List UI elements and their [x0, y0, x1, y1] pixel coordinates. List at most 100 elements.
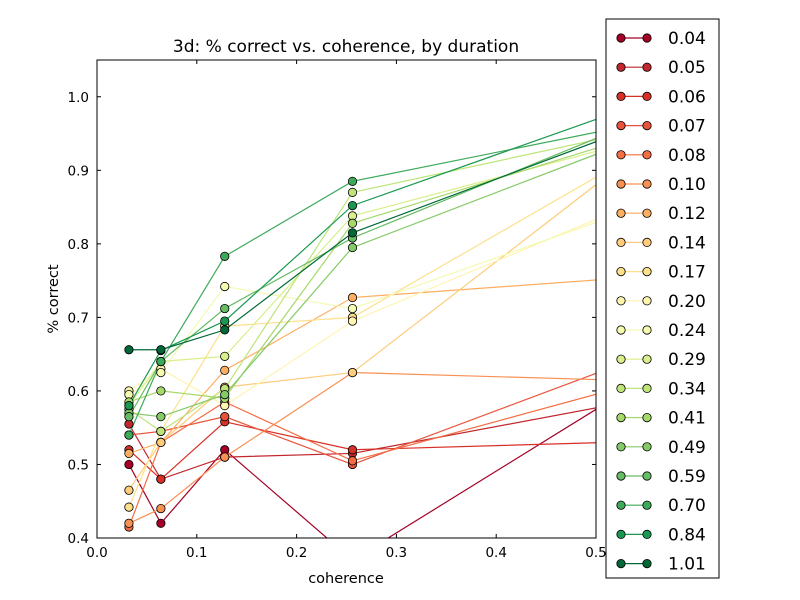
legend-label: 0.06 [668, 87, 706, 107]
y-tick-label: 1.0 [68, 90, 89, 106]
data-point [156, 367, 166, 378]
data-point [156, 426, 166, 436]
data-point [347, 218, 358, 228]
plot-frame [96, 59, 597, 539]
x-tick-label: 0.3 [386, 545, 407, 561]
legend-marker [616, 266, 626, 277]
series-line-0.49 [128, 153, 596, 418]
data-point [220, 365, 230, 375]
legend-label: 0.70 [668, 496, 706, 516]
y-tick-label: 0.8 [68, 237, 89, 253]
data-point [347, 201, 358, 211]
y-axis: 0.4 0.5 0.6 0.7 0.8 0.9 1.0 [68, 90, 596, 547]
legend-marker [642, 442, 652, 452]
series-line-0.70 [128, 131, 596, 436]
legend-label: 1.01 [668, 555, 706, 575]
data-point [124, 401, 134, 411]
legend-label: 0.84 [668, 525, 706, 545]
legend-marker [616, 412, 626, 423]
legend-label: 0.07 [668, 117, 706, 137]
data-point [124, 502, 134, 512]
legend-marker [642, 354, 652, 364]
legend-marker [642, 62, 652, 72]
data-point [124, 485, 134, 495]
legend-marker [642, 296, 652, 306]
y-axis-label: % correct [46, 264, 62, 333]
legend-marker [616, 91, 626, 102]
legend-label: 0.41 [668, 409, 706, 429]
legend-marker [642, 529, 652, 540]
legend-marker [642, 179, 652, 189]
data-point [220, 389, 230, 400]
data-point [347, 456, 358, 466]
data-point [156, 518, 166, 528]
legend-marker [642, 325, 652, 335]
x-tick-label: 0.1 [186, 545, 207, 561]
legend-marker [616, 208, 626, 218]
legend-label: 0.05 [668, 58, 706, 78]
data-point [156, 356, 166, 367]
y-tick-label: 0.6 [68, 384, 89, 400]
legend-marker [642, 237, 652, 247]
legend-label: 0.04 [668, 29, 706, 49]
x-tick-label: 0.4 [485, 545, 506, 561]
legend-label: 0.29 [668, 350, 706, 370]
data-point [124, 412, 134, 422]
legend-marker [642, 33, 652, 43]
legend-marker [616, 383, 626, 393]
legend-marker [616, 179, 626, 189]
legend-marker [616, 33, 626, 43]
x-axis-label: coherence [308, 571, 384, 587]
data-point [156, 437, 166, 447]
legend-label: 0.17 [668, 263, 706, 283]
legend-label: 0.08 [668, 146, 706, 166]
plot-series-group [128, 118, 596, 538]
data-point [220, 281, 230, 292]
data-point [220, 452, 230, 462]
y-tick-label: 0.4 [68, 531, 89, 547]
data-point [347, 176, 358, 186]
data-point [220, 412, 230, 422]
data-point [220, 351, 230, 361]
data-point [347, 316, 358, 326]
series-line-0.59 [128, 137, 596, 417]
data-point [348, 556, 356, 564]
data-point [156, 386, 166, 396]
x-tick-label: 0.0 [86, 545, 107, 561]
legend-marker [616, 150, 626, 160]
data-point [347, 242, 358, 253]
data-point [347, 367, 358, 378]
data-point [347, 228, 358, 238]
data-point [124, 345, 134, 355]
legend-marker [616, 558, 626, 569]
y-tick-label: 0.9 [68, 163, 89, 179]
legend-label: 0.20 [668, 292, 706, 312]
data-point [347, 187, 358, 197]
series-line-0.84 [128, 118, 596, 406]
legend-marker [642, 208, 652, 218]
legend-marker [642, 500, 652, 510]
series-line-0.29 [128, 150, 596, 406]
series-line-0.04 [128, 408, 596, 538]
data-point [220, 251, 230, 261]
plot-markers-group [124, 176, 358, 564]
legend-marker [616, 62, 626, 72]
data-point [124, 448, 134, 459]
legend-marker [616, 296, 626, 306]
data-point [347, 445, 358, 455]
legend-marker [642, 383, 652, 393]
legend-marker [642, 150, 652, 160]
data-point [156, 474, 166, 484]
legend-marker [616, 500, 626, 510]
x-tick-label: 0.5 [585, 545, 606, 561]
legend-marker [616, 121, 626, 131]
data-point [156, 412, 166, 422]
series-line-0.41 [128, 147, 596, 403]
legend-marker [616, 529, 626, 540]
legend: 0.04 0.05 0.06 0.07 0.08 0.10 0.12 0.14 0.17 0.20… [605, 18, 720, 579]
data-point [156, 345, 166, 355]
legend-marker [616, 237, 626, 247]
legend-label: 0.34 [668, 379, 706, 399]
data-point [347, 292, 358, 303]
data-point [124, 430, 134, 440]
